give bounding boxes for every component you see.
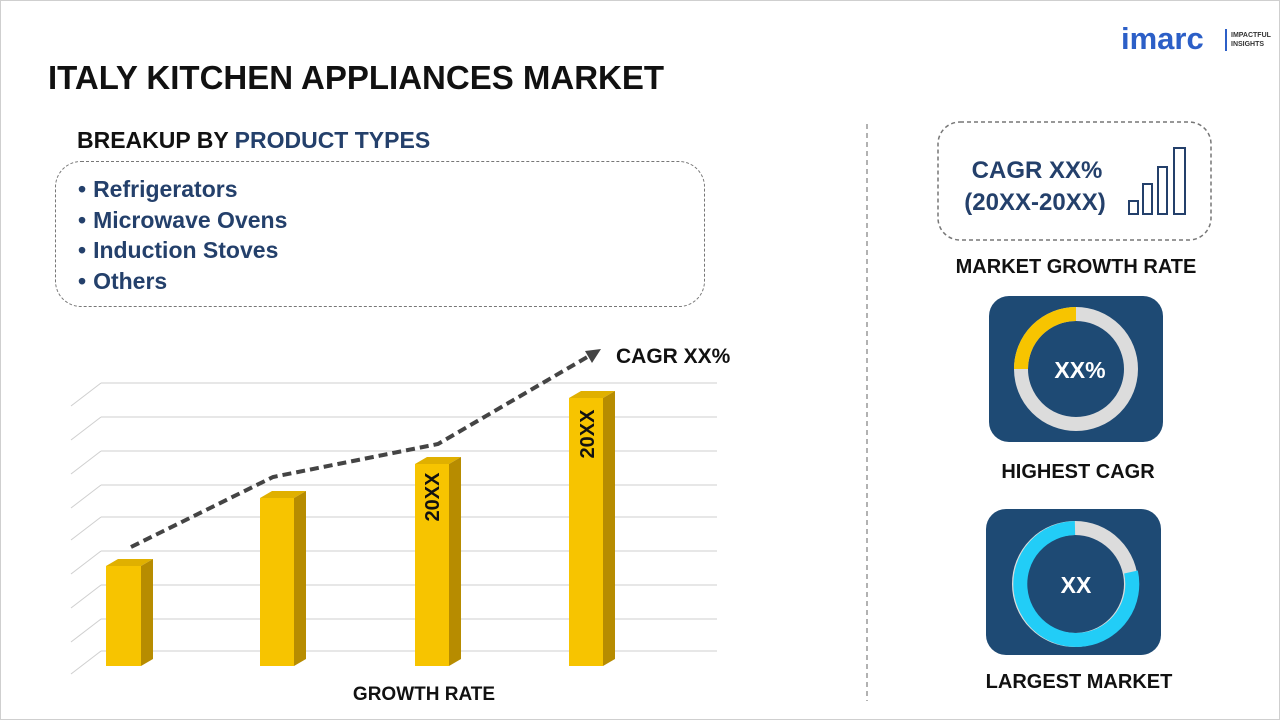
heading-prefix: BREAKUP BY (77, 127, 229, 153)
card-text: CAGR XX% (972, 157, 1103, 184)
logo-name: imarc (1121, 21, 1204, 56)
bar-label: 20XX (422, 472, 444, 522)
logo-tagline: INSIGHTS (1231, 41, 1264, 48)
logo-tagline: IMPACTFUL (1231, 32, 1272, 39)
axis-label: GROWTH RATE (353, 684, 495, 705)
card-label: MARKET GROWTH RATE (956, 256, 1197, 278)
trend-arrow (585, 349, 601, 363)
list-item: Induction Stoves (78, 235, 704, 266)
card-text: (20XX-20XX) (964, 189, 1105, 216)
card-value: XX% (1054, 357, 1105, 383)
card-label: LARGEST MARKET (986, 671, 1173, 693)
chart-grid (70, 382, 717, 675)
chart-annotation: CAGR XX% (616, 345, 731, 368)
product-list: Refrigerators Microwave Ovens Induction … (56, 162, 704, 296)
card-value: XX (1061, 572, 1092, 598)
page-title: ITALY KITCHEN APPLIANCES MARKET (48, 59, 665, 96)
card-box (937, 121, 1212, 241)
donut-arc (1013, 521, 1140, 647)
bars (106, 391, 615, 666)
list-box: Refrigerators Microwave Ovens Induction … (55, 161, 705, 307)
list-item: Others (78, 266, 704, 297)
trend-line (130, 354, 591, 549)
growth-icon (1128, 147, 1186, 215)
card-label: HIGHEST CAGR (1001, 461, 1155, 483)
donut-arc (1014, 307, 1077, 370)
heading-highlight: PRODUCT TYPES (234, 127, 431, 153)
list-item: Refrigerators (78, 174, 704, 205)
list-item: Microwave Ovens (78, 205, 704, 236)
section-heading: BREAKUP BY PRODUCT TYPES (77, 127, 430, 154)
bar-label: 20XX (577, 409, 599, 459)
